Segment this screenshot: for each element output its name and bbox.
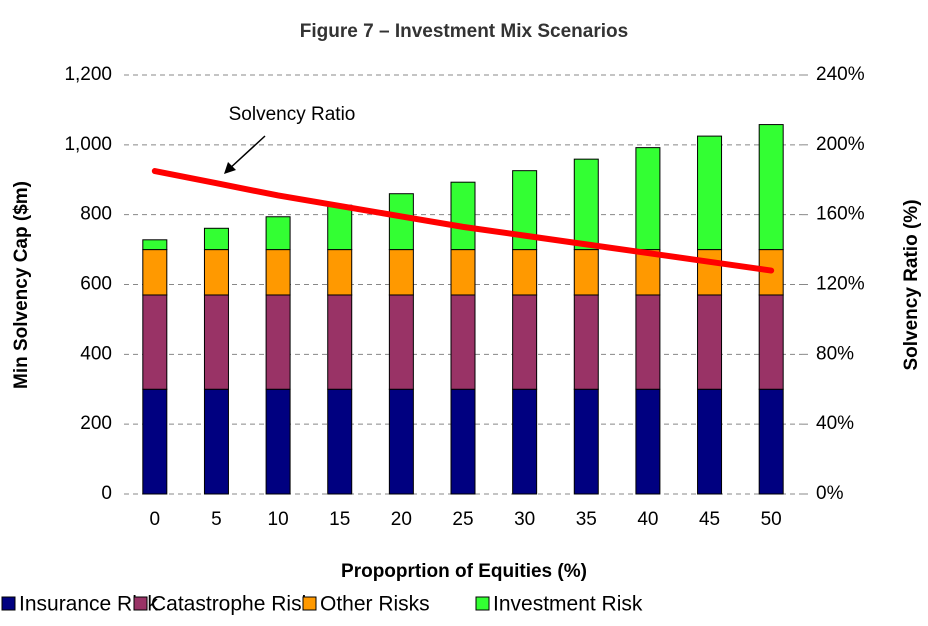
bar-segment <box>758 294 784 390</box>
bar-segment <box>573 158 599 251</box>
x-tick-label: 15 <box>329 509 350 530</box>
x-axis-label: Propoprtion of Equities (%) <box>341 561 587 582</box>
bar-segment <box>142 239 168 251</box>
legend-label: Investment Risk <box>493 593 643 616</box>
bar-segment <box>697 249 723 296</box>
legend-swatch <box>475 596 490 611</box>
annotation: Solvency Ratio <box>229 104 356 125</box>
bar-segment <box>327 249 353 296</box>
y-tick-label: 1,000 <box>64 134 112 155</box>
bar-segment <box>573 294 599 390</box>
bar-segment <box>512 294 538 390</box>
bar-segment <box>697 388 723 495</box>
y-tick-label: 600 <box>80 274 112 295</box>
bar-segment <box>758 388 784 495</box>
chart-title: Figure 7 – Investment Mix Scenarios <box>300 21 628 42</box>
bar-segment <box>142 249 168 296</box>
bar-segment <box>450 249 476 296</box>
bar-segment <box>388 294 414 390</box>
x-tick-label: 30 <box>514 509 535 530</box>
bar-segment <box>142 294 168 390</box>
x-tick-label: 20 <box>391 509 412 530</box>
x-tick-label: 5 <box>211 509 222 530</box>
bar-segment <box>635 294 661 390</box>
bar-segment <box>635 147 661 251</box>
bar-segment <box>265 294 291 390</box>
y2-tick-label: 40% <box>816 413 854 434</box>
y-tick-label: 0 <box>101 483 112 504</box>
legend-label: Other Risks <box>320 593 430 616</box>
bar-segment <box>327 294 353 390</box>
bar-segment <box>450 181 476 251</box>
y-tick-label: 800 <box>80 204 112 225</box>
bar-segment <box>203 388 229 495</box>
bar-segment <box>203 227 229 251</box>
bar-segment <box>327 204 353 251</box>
legend-label: Insurance Risk <box>19 593 158 616</box>
legend-swatch <box>1 596 16 611</box>
y-axis-label: Min Solvency Cap ($m) <box>11 181 32 389</box>
bar-segment <box>450 294 476 390</box>
bar-segment <box>388 249 414 296</box>
y-tick-label: 200 <box>80 413 112 434</box>
x-tick-label: 0 <box>150 509 161 530</box>
y2-tick-label: 160% <box>816 204 865 225</box>
bar-segment <box>203 294 229 390</box>
bar-segment <box>203 249 229 296</box>
bar-segment <box>265 249 291 296</box>
y2-tick-label: 200% <box>816 134 865 155</box>
x-tick-label: 35 <box>576 509 597 530</box>
annotation-arrowhead <box>224 162 236 174</box>
legend-swatch <box>133 596 148 611</box>
bar-segment <box>573 249 599 296</box>
y2-axis-label: Solvency Ratio (%) <box>901 199 922 370</box>
x-tick-label: 45 <box>699 509 720 530</box>
bar-segment <box>512 388 538 495</box>
bar-segment <box>758 124 784 251</box>
x-tick-label: 25 <box>452 509 473 530</box>
bar-segment <box>265 216 291 251</box>
y2-tick-label: 120% <box>816 274 865 295</box>
bar-segment <box>388 388 414 495</box>
y2-tick-label: 80% <box>816 343 854 364</box>
line-series <box>151 168 775 274</box>
bar-segment <box>265 388 291 495</box>
bar-segment <box>388 193 414 251</box>
x-tick-label: 40 <box>637 509 658 530</box>
legend-label: Catastrophe Risk <box>151 593 313 616</box>
y-tick-label: 400 <box>80 343 112 364</box>
bar-segment <box>512 249 538 296</box>
bar-segment <box>697 294 723 390</box>
y2-tick-label: 0% <box>816 483 844 504</box>
bar-segment <box>573 388 599 495</box>
bar-segment <box>327 388 353 495</box>
legend-swatch <box>302 596 317 611</box>
y2-tick-label: 240% <box>816 64 865 85</box>
bar-segment <box>697 135 723 251</box>
bar-segment <box>142 388 168 495</box>
x-tick-label: 50 <box>761 509 782 530</box>
bar-segment <box>450 388 476 495</box>
y-tick-label: 1,200 <box>64 64 112 85</box>
annotation-arrow <box>227 135 266 171</box>
x-tick-label: 10 <box>268 509 289 530</box>
bar-segment <box>635 388 661 495</box>
